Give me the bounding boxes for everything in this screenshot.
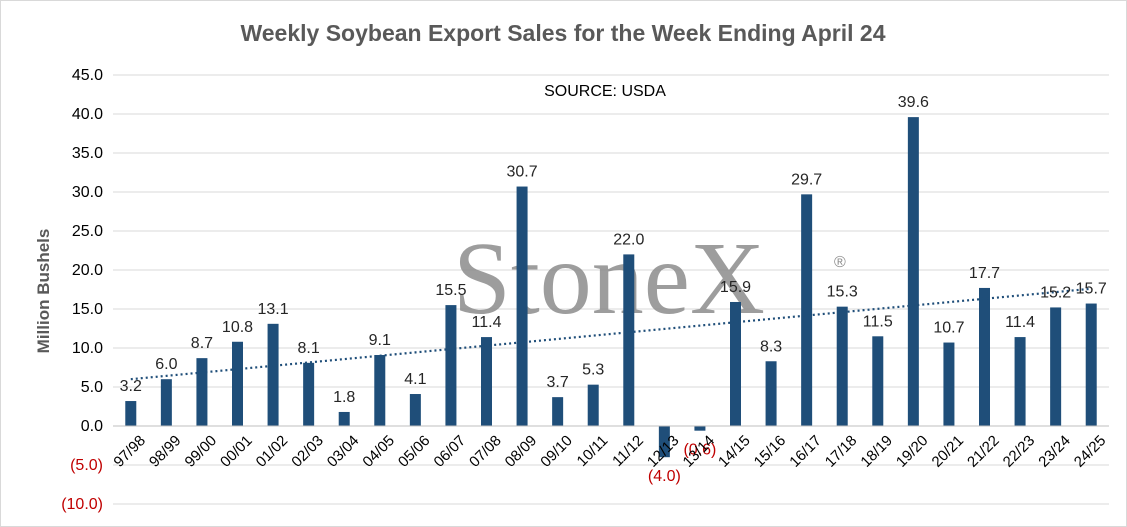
bar	[374, 355, 386, 426]
bar	[125, 401, 137, 426]
bar	[338, 411, 350, 426]
data-label: (0.6)	[683, 442, 716, 459]
data-label: 30.7	[507, 164, 538, 181]
data-label: 4.1	[404, 371, 426, 388]
y-tick-label: 45.0	[72, 67, 103, 84]
bar	[1050, 307, 1062, 426]
data-label: 15.7	[1076, 281, 1107, 298]
data-label: 5.3	[582, 362, 604, 379]
bars	[125, 117, 1097, 458]
data-label: 10.8	[222, 319, 253, 336]
data-label: 3.2	[120, 378, 142, 395]
data-label: 1.8	[333, 389, 355, 406]
source-note: SOURCE: USDA	[544, 83, 666, 100]
y-tick-label: (5.0)	[70, 457, 103, 474]
y-tick-label: 15.0	[72, 301, 103, 318]
data-label: 11.5	[863, 313, 893, 330]
gridlines	[113, 74, 1109, 505]
bar	[694, 426, 706, 431]
y-axis-ticks: 45.0 40.0 35.0 30.0 25.0 20.0 15.0 10.0 5.0 0.0 (5…	[61, 67, 103, 513]
bar	[409, 394, 421, 426]
y-tick-label: 35.0	[72, 145, 103, 162]
data-label: 22.0	[613, 231, 644, 248]
trend-line	[130, 287, 1092, 381]
bar	[587, 384, 599, 426]
bar	[979, 287, 990, 426]
data-label: (4.0)	[648, 468, 681, 485]
bar	[232, 341, 243, 426]
watermark-logo: StoneX ®	[453, 221, 846, 336]
watermark-registered-mark: ®	[834, 254, 846, 271]
bar	[445, 305, 457, 426]
bar	[872, 336, 884, 426]
y-tick-label: 20.0	[72, 262, 103, 279]
bar	[1014, 337, 1026, 426]
data-label: 8.7	[191, 335, 213, 352]
bar	[836, 306, 848, 426]
bar	[196, 358, 208, 426]
data-label: 15.5	[435, 282, 466, 299]
bar	[623, 254, 635, 426]
bar	[1085, 303, 1097, 426]
data-label: 15.2	[1040, 284, 1071, 301]
data-label: 17.7	[969, 265, 1000, 282]
bar	[765, 361, 777, 426]
data-label: 9.1	[369, 332, 391, 349]
bar	[516, 186, 528, 426]
watermark-text: StoneX	[453, 221, 765, 336]
x-tick-label: 11/12	[609, 432, 647, 470]
y-tick-label: 5.0	[81, 379, 103, 396]
data-label: 11.4	[1005, 314, 1035, 331]
bar	[552, 397, 564, 426]
y-tick-label: 40.0	[72, 106, 103, 123]
data-label: 3.7	[547, 374, 569, 391]
bar	[658, 426, 670, 458]
data-labels: 3.2 6.0 8.7 10.8 13.1 8.1 1.8 9.1 4.1 15.5 11.4 30.…	[120, 94, 1107, 485]
y-tick-label: 10.0	[72, 340, 103, 357]
data-label: 10.7	[933, 320, 964, 337]
data-label: 13.1	[258, 301, 289, 318]
data-label: 11.4	[472, 314, 502, 331]
bar	[801, 194, 813, 426]
data-label: 8.3	[760, 338, 782, 355]
y-tick-label: 30.0	[72, 184, 103, 201]
bar	[907, 117, 919, 427]
bar	[730, 301, 741, 426]
data-label: 39.6	[898, 94, 929, 111]
data-label: 29.7	[791, 171, 822, 188]
data-label: 15.9	[720, 279, 751, 296]
y-tick-label: 25.0	[72, 223, 103, 240]
data-label: 15.3	[827, 284, 858, 301]
chart-title: Weekly Soybean Export Sales for the Week…	[240, 20, 885, 46]
x-tick-label: 10/11	[574, 432, 612, 470]
data-label: 6.0	[155, 356, 177, 373]
y-tick-label: (10.0)	[61, 496, 103, 513]
bar	[481, 337, 492, 426]
y-axis-label: Million Bushels	[34, 229, 53, 354]
bar	[303, 362, 315, 426]
bar	[943, 342, 955, 426]
bar	[267, 323, 279, 426]
y-tick-label: 0.0	[81, 418, 103, 435]
bar	[160, 379, 172, 426]
data-label: 8.1	[298, 340, 320, 357]
